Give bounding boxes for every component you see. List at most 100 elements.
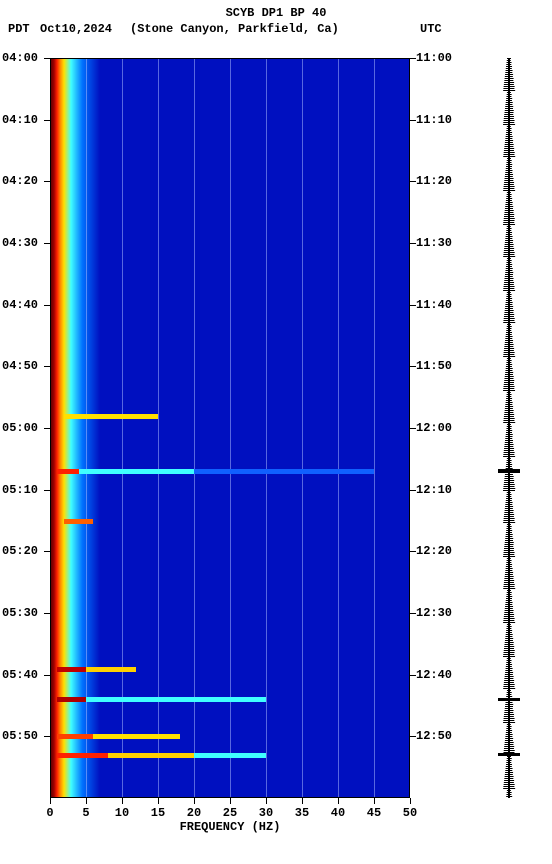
- seismogram-noise: [504, 318, 515, 319]
- seismogram-noise: [504, 446, 513, 447]
- seismogram-noise: [506, 196, 511, 197]
- seismogram-noise: [505, 676, 514, 677]
- seismogram-noise: [506, 434, 513, 435]
- seismogram-noise: [507, 328, 512, 329]
- seismogram-noise: [504, 282, 514, 283]
- seismogram-noise: [504, 250, 514, 251]
- seismogram-noise: [504, 448, 514, 449]
- seismogram-noise: [505, 610, 514, 611]
- seismogram-noise: [505, 78, 514, 79]
- seismogram-noise: [503, 288, 514, 289]
- seismogram-noise: [507, 526, 512, 527]
- seismogram-noise: [503, 390, 515, 391]
- seismogram-noise: [505, 704, 513, 705]
- seismogram-noise: [504, 212, 513, 213]
- seismogram-noise: [506, 166, 512, 167]
- seismogram-noise: [505, 710, 514, 711]
- seismogram-noise: [507, 392, 511, 393]
- seismogram-noise: [503, 124, 515, 125]
- y-tick-right: 12:10: [416, 483, 452, 497]
- y-tick-left: 04:10: [2, 113, 46, 127]
- seismogram-noise: [504, 652, 515, 653]
- y-tick-right: 12:20: [416, 544, 452, 558]
- seismogram-noise: [505, 408, 513, 409]
- seismogram-noise: [507, 394, 512, 395]
- seismogram-noise: [506, 64, 511, 65]
- y-tick-mark: [44, 120, 50, 121]
- seismogram-noise: [505, 474, 513, 475]
- x-tick-label: 35: [295, 806, 309, 820]
- x-tick-label: 10: [115, 806, 129, 820]
- x-gridline: [374, 58, 375, 798]
- seismogram-noise: [506, 628, 511, 629]
- seismogram-noise: [504, 218, 515, 219]
- seismogram-noise: [507, 358, 511, 359]
- seismogram-noise: [506, 66, 512, 67]
- seismogram-noise: [506, 730, 512, 731]
- seismogram-noise: [507, 626, 512, 627]
- seismogram-noise: [506, 464, 512, 465]
- event-segment: [93, 734, 179, 739]
- seismogram-noise: [507, 592, 512, 593]
- seismogram-noise: [504, 718, 515, 719]
- seismogram-noise: [506, 562, 511, 563]
- seismogram-noise: [506, 334, 512, 335]
- y-tick-mark: [44, 736, 50, 737]
- seismogram-noise: [506, 268, 513, 269]
- seismogram-noise: [504, 716, 514, 717]
- seismogram-noise: [507, 492, 511, 493]
- event-segment: [86, 697, 266, 702]
- seismogram-noise: [506, 364, 512, 365]
- seismogram-noise: [504, 350, 514, 351]
- seismogram-noise: [504, 514, 514, 515]
- seismogram-noise: [503, 586, 514, 587]
- event-segment: [79, 469, 194, 474]
- seismogram-noise: [504, 148, 514, 149]
- seismogram-noise: [504, 678, 513, 679]
- seismogram-noise: [505, 504, 512, 505]
- seismogram-noise: [504, 412, 513, 413]
- seismogram-noise: [506, 568, 513, 569]
- y-tick-mark: [410, 675, 416, 676]
- seismogram-noise: [504, 680, 514, 681]
- y-tick-left: 04:40: [2, 298, 46, 312]
- y-tick-mark: [410, 181, 416, 182]
- seismogram-noise: [503, 90, 515, 91]
- event-segment: [194, 469, 374, 474]
- seismogram-noise: [507, 460, 512, 461]
- seismogram-noise: [505, 270, 512, 271]
- y-tick-mark: [44, 428, 50, 429]
- y-tick-right: 12:00: [416, 421, 452, 435]
- spectrogram-event: [50, 667, 410, 672]
- seismogram-noise: [504, 748, 514, 749]
- seismogram-noise: [507, 324, 511, 325]
- spectrogram-event: [50, 697, 410, 702]
- seismogram-noise: [506, 498, 512, 499]
- seismogram-noise: [504, 516, 514, 517]
- seismogram-noise: [505, 636, 512, 637]
- seismogram-noise: [506, 302, 513, 303]
- seismogram-noise: [504, 384, 514, 385]
- seismogram-noise: [506, 530, 512, 531]
- seismogram-noise: [503, 622, 515, 623]
- x-tick-label: 25: [223, 806, 237, 820]
- seismogram-noise: [507, 58, 511, 59]
- seismogram-spike: [498, 469, 520, 473]
- seismogram-noise: [504, 82, 514, 83]
- seismogram-noise: [504, 114, 513, 115]
- seismogram-noise: [504, 312, 513, 313]
- seismogram-noise: [506, 532, 512, 533]
- seismogram-noise: [507, 194, 512, 195]
- seismogram-noise: [507, 92, 511, 93]
- seismogram-noise: [505, 638, 513, 639]
- seismogram-noise: [503, 722, 515, 723]
- seismogram-noise: [504, 348, 514, 349]
- seismogram-noise: [505, 376, 514, 377]
- seismogram-noise: [505, 244, 514, 245]
- seismogram-noise: [503, 522, 515, 523]
- seismogram-noise: [506, 634, 513, 635]
- y-tick-mark: [44, 490, 50, 491]
- seismogram-noise: [506, 502, 513, 503]
- seismogram-spike: [498, 698, 520, 701]
- seismogram-noise: [505, 442, 513, 443]
